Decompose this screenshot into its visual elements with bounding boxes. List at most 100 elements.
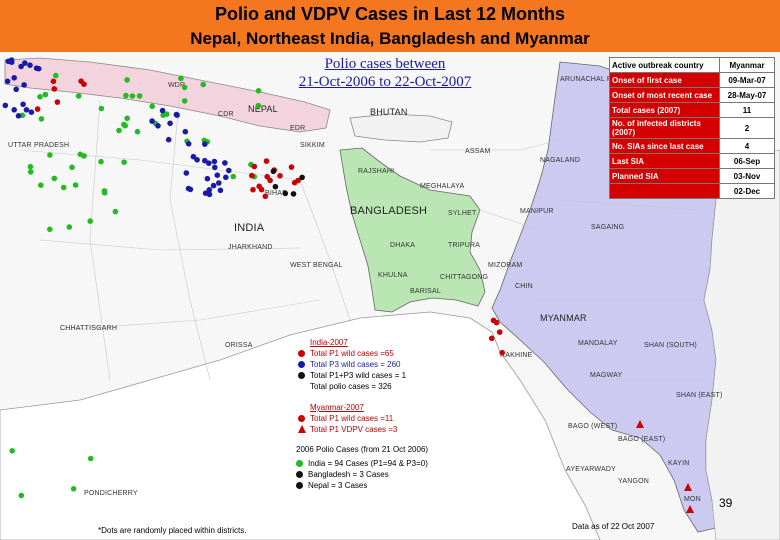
- legend-myanmar-p1: Total P1 wild cases =11: [298, 413, 397, 424]
- info-key: Planned SIA: [609, 168, 720, 184]
- legend-2006-india-text: India = 94 Cases (P1=94 & P3=0): [308, 459, 428, 468]
- black-dot-icon: [298, 372, 305, 379]
- legend-india-2007: India-2007 Total P1 wild cases =65 Total…: [298, 337, 406, 392]
- label-shan-east: SHAN (EAST): [676, 392, 723, 399]
- label-cdr: CDR: [218, 111, 234, 118]
- legend-2006-bangladesh: Bangladesh = 3 Cases: [296, 469, 428, 480]
- info-value: 09-Mar-07: [719, 72, 775, 88]
- legend-india-mixed-text: Total P1+P3 wild cases = 1: [310, 371, 407, 380]
- label-bago-west: BAGO (WEST): [568, 423, 618, 430]
- bangladesh-region: [339, 147, 486, 313]
- label-india: INDIA: [234, 222, 265, 234]
- label-nagaland: NAGALAND: [540, 157, 581, 164]
- label-bihar: BIHAR: [265, 190, 288, 197]
- label-manipur: MANIPUR: [520, 208, 554, 215]
- label-bago-east: BAGO (EAST): [618, 436, 666, 443]
- info-key: [609, 183, 720, 199]
- label-sagaing: SAGAING: [591, 224, 625, 231]
- info-key: Onset of most recent case: [609, 87, 720, 103]
- nepal-region: [4, 57, 331, 133]
- info-value: 02-Dec: [719, 183, 775, 199]
- green-dot-icon: [296, 460, 303, 467]
- info-key: No. of infected districts (2007): [609, 117, 720, 139]
- label-barisal: BARISAL: [410, 288, 441, 295]
- red-dot-icon: [298, 415, 305, 422]
- legend-2006-title: 2006 Polio Cases (from 21 Oct 2006): [296, 445, 429, 454]
- label-rajshahi: RAJSHAHI: [358, 168, 395, 175]
- legend-2006: 2006 Polio Cases (from 21 Oct 2006) Indi…: [296, 444, 428, 491]
- label-pondicherry: PONDICHERRY: [84, 490, 138, 497]
- blue-dot-icon: [298, 361, 305, 368]
- legend-2006-bangladesh-text: Bangladesh = 3 Cases: [308, 470, 389, 479]
- label-mizoram: MIZORAM: [488, 262, 523, 269]
- legend-india-p3: Total P3 wild cases = 260: [298, 359, 406, 370]
- legend-india-title: India-2007: [310, 338, 348, 347]
- label-khulna: KHULNA: [378, 272, 408, 279]
- label-edr: EDR: [290, 125, 306, 132]
- legend-2006-nepal: Nepal = 3 Cases: [296, 480, 428, 491]
- label-jharkhand: JHARKHAND: [228, 244, 273, 251]
- label-west-bengal: WEST BENGAL: [290, 262, 343, 269]
- info-value: 4: [719, 138, 775, 154]
- info-value: 11: [719, 102, 775, 118]
- label-arunachal: ARUNACHAL P...: [560, 76, 618, 83]
- label-chhattisgarh: CHHATTISGARH: [60, 325, 118, 332]
- label-sikkim: SIKKIM: [300, 142, 325, 149]
- info-value: 2: [719, 117, 775, 139]
- legend-myanmar-vdpv-text: Total P1 VDPV cases =3: [310, 425, 398, 434]
- legend-india-p1: Total P1 wild cases =65: [298, 348, 406, 359]
- title-banner: Polio and VDPV Cases in Last 12 Months N…: [0, 0, 780, 52]
- label-nepal: NEPAL: [248, 104, 278, 114]
- legend-india-total: Total polio cases = 326: [310, 382, 392, 391]
- label-ayeyarwady: AYEYARWADY: [566, 466, 616, 473]
- info-key: Last SIA: [609, 153, 720, 169]
- info-header-key: Active outbreak country: [609, 57, 720, 73]
- label-uttar-pradesh: UTTAR PRADESH: [8, 142, 70, 149]
- thailand-region: [703, 149, 780, 540]
- info-header-value: Myanmar: [719, 57, 775, 73]
- label-meghalaya: MEGHALAYA: [420, 183, 465, 190]
- legend-myanmar-p1-text: Total P1 wild cases =11: [310, 414, 394, 423]
- black-dot-icon: [296, 482, 303, 489]
- label-wdr: WDR: [168, 82, 186, 89]
- subtitle-line-1: Polio cases between: [324, 56, 446, 72]
- label-orissa: ORISSA: [225, 342, 253, 349]
- label-kayin: KAYIN: [668, 460, 690, 467]
- legend-india-mixed: Total P1+P3 wild cases = 1: [298, 370, 406, 381]
- legend-myanmar-2007: Myanmar-2007 Total P1 wild cases =11 Tot…: [298, 402, 397, 435]
- red-dot-icon: [298, 350, 305, 357]
- label-myanmar: MYANMAR: [540, 313, 587, 323]
- info-value: 03-Nov: [719, 168, 775, 184]
- footnote-dots: *Dots are randomly placed within distric…: [98, 526, 247, 535]
- subtitle-line-2: 21-Oct-2006 to 22-Oct-2007: [298, 74, 472, 90]
- info-value: 06-Sep: [719, 153, 775, 169]
- label-shan-south: SHAN (SOUTH): [644, 342, 697, 349]
- label-mon: MON: [684, 496, 701, 503]
- outbreak-info-table: Active outbreak country Myanmar Onset of…: [609, 57, 775, 199]
- legend-2006-nepal-text: Nepal = 3 Cases: [308, 481, 368, 490]
- title-line-2: Nepal, Northeast India, Bangladesh and M…: [190, 29, 590, 48]
- title-line-1: Polio and VDPV Cases in Last 12 Months: [214, 4, 566, 24]
- legend-india-p1-text: Total P1 wild cases =65: [310, 349, 394, 358]
- info-value: 28-May-07: [719, 87, 775, 103]
- label-dhaka: DHAKA: [390, 242, 416, 249]
- label-tripura: TRIPURA: [448, 242, 481, 249]
- label-sylhet: SYLHET: [448, 210, 477, 217]
- label-chin: CHIN: [515, 283, 533, 290]
- label-chittagong: CHITTAGONG: [440, 274, 489, 281]
- black-dot-icon: [296, 471, 303, 478]
- info-key: Onset of first case: [609, 72, 720, 88]
- data-as-of: Data as of 22 Oct 2007: [572, 522, 655, 531]
- legend-myanmar-title: Myanmar-2007: [310, 403, 364, 412]
- label-assam: ASSAM: [465, 148, 491, 155]
- label-bangladesh: BANGLADESH: [350, 205, 428, 217]
- red-triangle-icon: [298, 425, 306, 433]
- label-magway: MAGWAY: [590, 372, 623, 379]
- label-yangon: YANGON: [618, 478, 650, 485]
- page-number: 39: [719, 496, 733, 510]
- bhutan-region: [349, 113, 453, 143]
- legend-myanmar-vdpv: Total P1 VDPV cases =3: [298, 424, 397, 435]
- label-mandalay: MANDALAY: [578, 340, 618, 347]
- district-boundaries: [19, 89, 701, 381]
- label-rakhine: RAKHINE: [500, 352, 533, 359]
